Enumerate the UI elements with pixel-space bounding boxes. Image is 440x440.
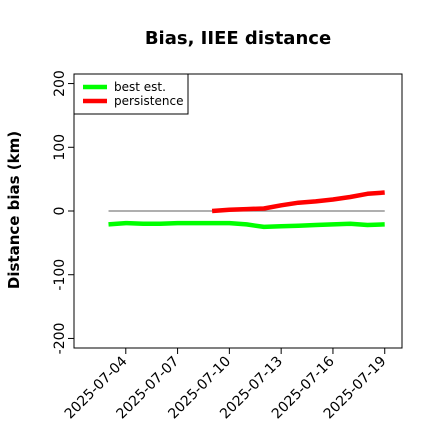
series-line [211, 190, 385, 214]
y-tick-label: -200 [52, 323, 68, 355]
legend-box [73, 73, 189, 115]
y-axis: -200 -100 0 100 200 [52, 70, 74, 354]
y-tick-label: -100 [52, 259, 68, 291]
series-line [108, 220, 385, 230]
x-axis: 2025-07-042025-07-072025-07-102025-07-13… [62, 348, 390, 422]
y-tick-label: 0 [52, 207, 68, 216]
y-tick-label: 200 [52, 70, 68, 97]
chart-title: Bias, IIEE distance [145, 28, 331, 49]
y-tick-label: 100 [52, 134, 68, 161]
series-layer [108, 190, 385, 230]
y-axis-title: Distance bias (km) [5, 131, 23, 289]
legend-label: best est. [114, 80, 166, 94]
legend-label: persistence [114, 94, 183, 108]
legend: best est.persistence [73, 73, 189, 115]
